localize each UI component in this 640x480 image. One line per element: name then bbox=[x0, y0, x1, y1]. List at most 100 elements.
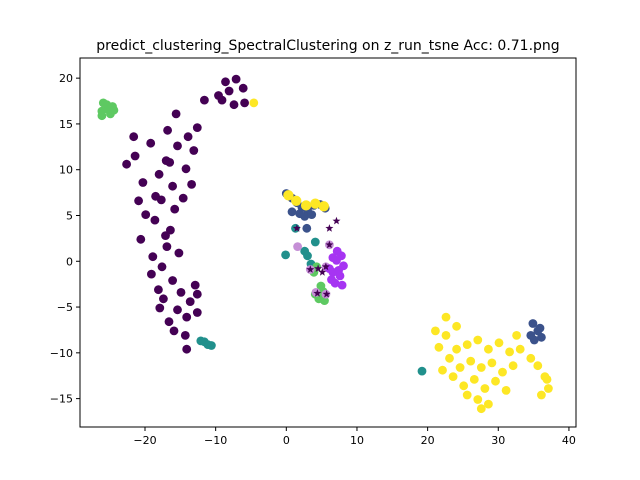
y-tick-label: 20 bbox=[59, 72, 73, 85]
star-marker bbox=[314, 264, 323, 272]
x-tick-label: −20 bbox=[133, 434, 156, 447]
data-point-series-0 bbox=[185, 297, 195, 306]
data-point-series-6 bbox=[445, 353, 454, 363]
data-point-series-0 bbox=[240, 98, 250, 108]
data-point-series-6 bbox=[480, 384, 490, 393]
data-point-series-0 bbox=[178, 193, 188, 203]
y-axis: −15 −10 −5 0 5 10 15 20 bbox=[50, 72, 80, 406]
star-marker bbox=[318, 268, 327, 276]
plot-area-frame bbox=[79, 57, 577, 428]
data-point-series-6 bbox=[249, 98, 259, 108]
data-point-series-0 bbox=[229, 100, 239, 110]
y-tick-label: 15 bbox=[59, 118, 73, 131]
star-marker bbox=[306, 265, 315, 273]
data-point-series-3 bbox=[109, 105, 119, 115]
y-tick-label: 5 bbox=[66, 209, 73, 222]
data-point-series-6 bbox=[438, 365, 447, 375]
data-point-series-0 bbox=[138, 178, 148, 187]
data-point-series-2 bbox=[417, 366, 427, 376]
x-tick-label: 30 bbox=[491, 434, 505, 447]
data-point-series-6 bbox=[459, 381, 469, 391]
data-point-series-0 bbox=[136, 234, 146, 244]
data-point-series-6 bbox=[542, 375, 552, 384]
data-point-series-6 bbox=[484, 399, 493, 409]
x-tick-label: 20 bbox=[421, 434, 435, 447]
y-tick-label: 0 bbox=[66, 255, 73, 268]
data-point-series-7 bbox=[300, 200, 312, 211]
data-point-series-0 bbox=[129, 132, 139, 142]
data-point-series-0 bbox=[122, 159, 131, 169]
data-point-series-1 bbox=[295, 209, 305, 219]
star-markers-layer bbox=[292, 216, 341, 298]
data-point-series-0 bbox=[176, 288, 186, 297]
data-point-series-2 bbox=[281, 250, 290, 260]
y-tick-label: 10 bbox=[59, 164, 73, 177]
data-point-series-1 bbox=[526, 331, 536, 340]
data-point-series-7 bbox=[283, 190, 294, 201]
star-marker bbox=[325, 240, 334, 249]
data-point-series-0 bbox=[155, 303, 165, 313]
data-point-series-0 bbox=[192, 289, 202, 299]
data-point-series-6 bbox=[537, 390, 546, 400]
data-point-series-0 bbox=[190, 280, 200, 290]
star-marker bbox=[321, 262, 330, 271]
data-point-series-0 bbox=[181, 164, 191, 174]
data-point-series-6 bbox=[448, 372, 458, 381]
x-tick-label: 40 bbox=[562, 434, 576, 447]
data-point-series-0 bbox=[182, 312, 192, 322]
data-point-series-7 bbox=[310, 198, 321, 209]
data-point-series-1 bbox=[302, 223, 312, 233]
data-point-series-1 bbox=[528, 319, 538, 328]
data-point-series-6 bbox=[515, 344, 525, 354]
data-point-series-6 bbox=[544, 384, 553, 393]
data-point-series-3 bbox=[97, 111, 107, 121]
data-point-series-6 bbox=[508, 361, 518, 371]
data-point-series-2 bbox=[303, 251, 312, 261]
star-marker bbox=[322, 290, 331, 298]
x-tick-label: 10 bbox=[350, 434, 364, 447]
data-point-series-6 bbox=[452, 344, 461, 354]
data-point-series-6 bbox=[505, 347, 514, 357]
data-point-series-0 bbox=[148, 252, 158, 262]
data-point-series-1 bbox=[537, 332, 546, 342]
data-point-series-6 bbox=[466, 356, 476, 366]
data-point-series-6 bbox=[452, 321, 461, 331]
star-marker bbox=[325, 224, 334, 232]
star-marker bbox=[332, 216, 341, 225]
data-point-series-0 bbox=[183, 132, 193, 142]
x-axis: −20 −10 0 10 20 30 40 bbox=[133, 427, 576, 447]
data-point-series-0 bbox=[166, 225, 175, 235]
data-point-series-0 bbox=[154, 285, 163, 295]
star-marker bbox=[292, 224, 301, 232]
chart-title: predict_clustering_SpectralClustering on… bbox=[96, 38, 559, 54]
data-point-series-6 bbox=[512, 331, 521, 340]
data-point-series-5 bbox=[327, 275, 336, 284]
data-point-series-0 bbox=[170, 204, 180, 214]
data-point-series-6 bbox=[462, 340, 472, 349]
data-point-series-0 bbox=[214, 91, 223, 100]
x-tick-label: 0 bbox=[283, 434, 290, 447]
data-point-series-5 bbox=[332, 256, 341, 265]
data-point-series-6 bbox=[455, 363, 465, 372]
data-point-series-0 bbox=[162, 242, 172, 252]
data-point-series-6 bbox=[441, 312, 451, 322]
data-point-series-6 bbox=[462, 390, 472, 400]
data-point-series-6 bbox=[526, 353, 536, 363]
data-point-series-0 bbox=[238, 83, 248, 93]
data-point-series-6 bbox=[487, 358, 497, 368]
data-point-series-0 bbox=[157, 262, 167, 272]
data-point-series-7 bbox=[291, 195, 302, 206]
data-point-series-0 bbox=[180, 331, 190, 340]
data-point-series-0 bbox=[141, 210, 151, 220]
data-point-series-1 bbox=[307, 210, 317, 220]
data-point-series-6 bbox=[494, 338, 504, 348]
points-layer bbox=[97, 74, 553, 414]
data-point-series-6 bbox=[501, 386, 511, 395]
data-point-series-6 bbox=[431, 326, 440, 336]
data-point-series-0 bbox=[173, 141, 182, 151]
y-tick-label: −10 bbox=[50, 347, 73, 360]
data-point-series-0 bbox=[164, 317, 174, 327]
data-point-series-0 bbox=[224, 86, 234, 96]
data-point-series-0 bbox=[147, 269, 156, 279]
